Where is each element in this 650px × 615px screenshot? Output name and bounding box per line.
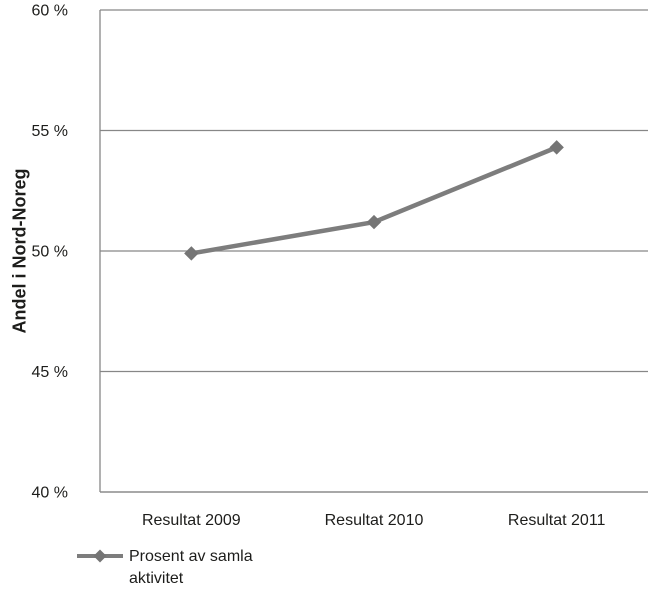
legend-label: Prosent av samla aktivitet	[129, 548, 253, 588]
x-tick-label: Resultat 2010	[325, 512, 424, 529]
y-tick-label: 55 %	[32, 123, 68, 140]
legend: Prosent av samla aktivitet	[76, 546, 269, 591]
series-marker	[366, 214, 382, 230]
legend-diamond-icon	[93, 549, 107, 563]
y-axis-title: Andel i Nord-Noreg	[9, 168, 30, 334]
series-marker	[184, 246, 199, 261]
y-tick-label: 50 %	[32, 244, 68, 261]
y-tick-label: 60 %	[32, 3, 68, 20]
series-marker	[549, 140, 564, 155]
y-tick-label: 40 %	[32, 485, 68, 502]
y-tick-label: 45 %	[32, 364, 68, 381]
x-tick-label: Resultat 2011	[508, 512, 606, 529]
x-tick-label: Resultat 2009	[142, 512, 241, 529]
legend-marker-icon	[77, 549, 123, 563]
series-line	[189, 145, 559, 256]
